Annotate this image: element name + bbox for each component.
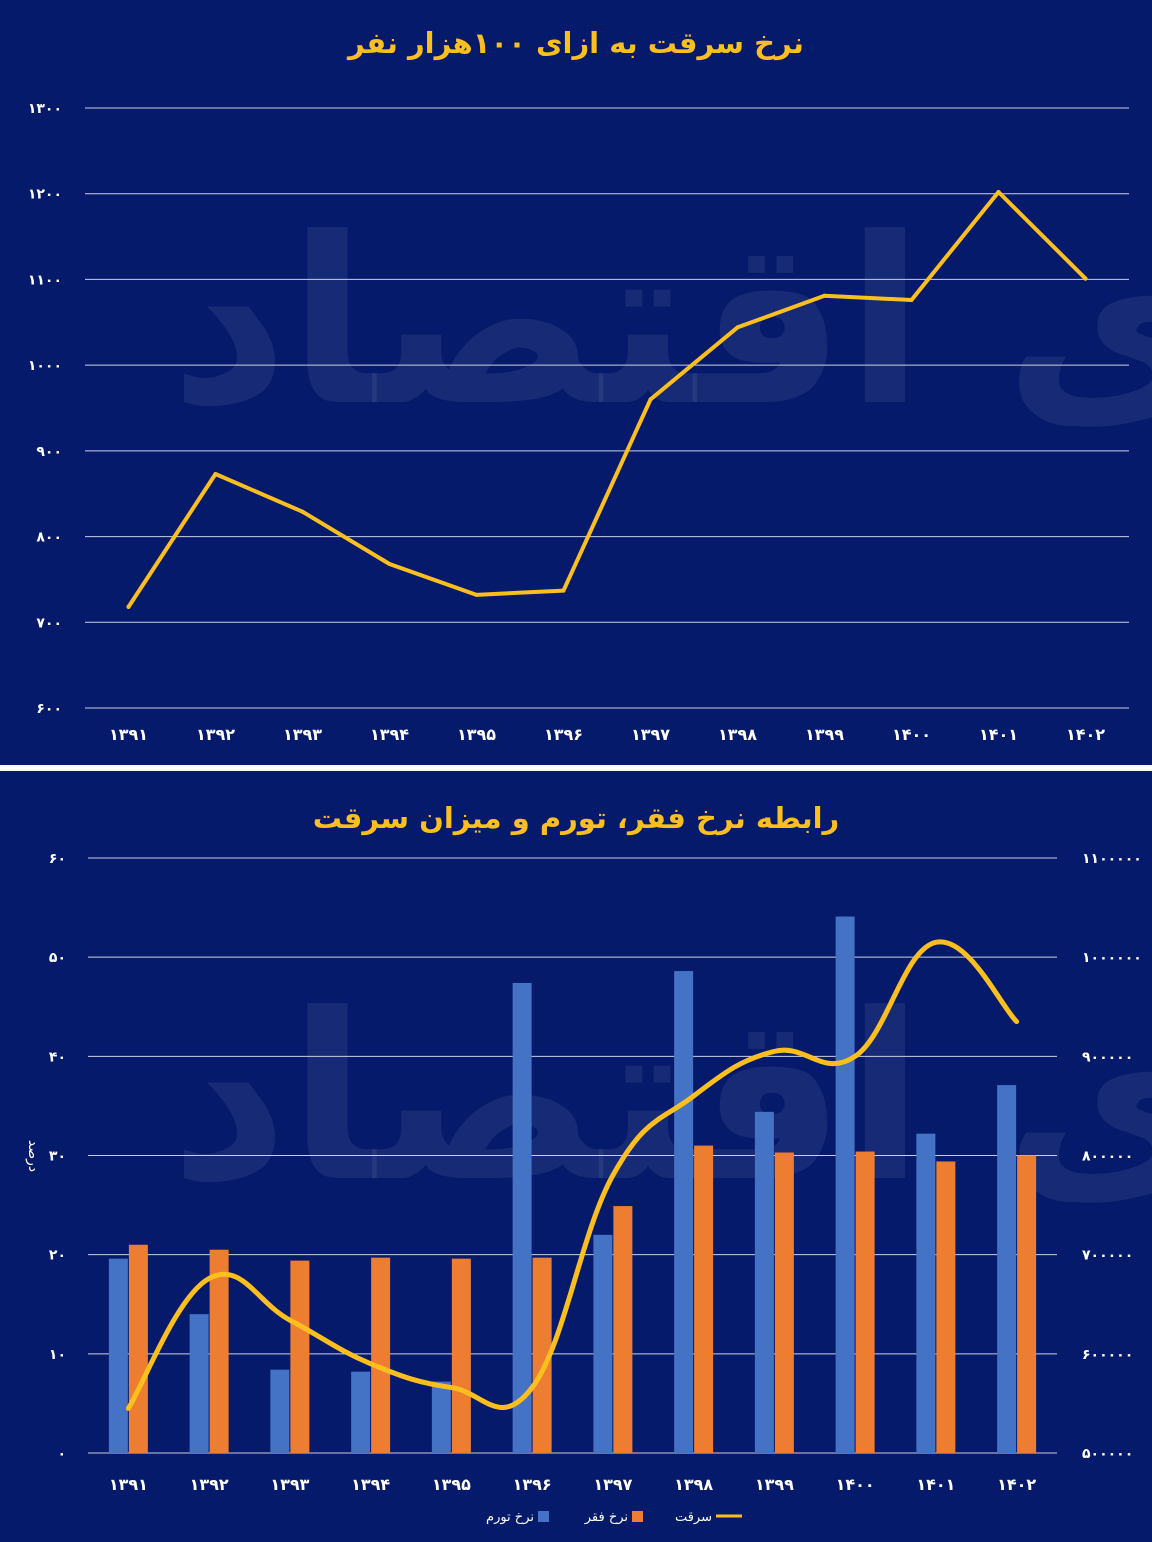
x-tick-label: ۱۳۹۳	[283, 725, 322, 744]
x-tick-label: ۱۳۹۲	[190, 1475, 229, 1494]
y-right-tick-label: ۵۰۰۰۰۰	[1082, 1446, 1133, 1462]
x-tick-label: ۱۴۰۲	[997, 1475, 1036, 1494]
theft-line	[125, 939, 1020, 1411]
theft-rate-chart-panel: دنیای اقتصاد نرخ سرقت به ازای ۱۰۰هزار نف…	[0, 0, 1152, 765]
x-tick-label: ۱۳۹۸	[674, 1475, 713, 1494]
bar-poverty	[451, 1258, 471, 1453]
x-tick-label: ۱۳۹۸	[718, 725, 757, 744]
x-tick-label: ۱۴۰۲	[1066, 725, 1105, 744]
bar-poverty	[290, 1260, 310, 1453]
bar-inflation	[108, 1258, 128, 1453]
x-tick-label: ۱۳۹۹	[755, 1475, 794, 1494]
poverty-inflation-theft-chart-panel: دنیای اقتصاد رابطه نرخ فقر، تورم و میزان…	[0, 771, 1152, 1542]
x-tick-label: ۱۴۰۱	[916, 1475, 955, 1494]
bar-inflation	[754, 1111, 774, 1453]
y-right-tick-label: ۶۰۰۰۰۰	[1082, 1347, 1133, 1363]
x-tick-label: ۱۳۹۹	[805, 725, 844, 744]
y-axis-label: درصد	[25, 1140, 41, 1172]
x-tick-label: ۱۳۹۵	[457, 725, 496, 744]
bar-poverty	[855, 1151, 875, 1453]
x-tick-label: ۱۴۰۰	[892, 725, 931, 744]
chart-1-title: نرخ سرقت به ازای ۱۰۰هزار نفر	[348, 26, 804, 60]
data-point	[300, 509, 305, 514]
x-tick-label: ۱۳۹۴	[370, 725, 409, 744]
x-tick-label: ۱۴۰۱	[979, 725, 1018, 744]
y-tick-label: ۷۰۰	[36, 615, 62, 631]
y-tick-label: ۹۰۰	[36, 444, 62, 460]
x-tick-label: ۱۳۹۷	[631, 725, 670, 744]
y-right-tick-label: ۷۰۰۰۰۰	[1082, 1248, 1133, 1264]
bar-poverty	[694, 1145, 714, 1453]
x-tick-label: ۱۴۰۰	[836, 1475, 875, 1494]
bar-inflation	[431, 1381, 451, 1453]
x-tick-label: ۱۳۹۶	[513, 1475, 552, 1494]
data-point	[996, 190, 1001, 194]
data-point	[822, 293, 827, 298]
bar-inflation	[835, 916, 855, 1453]
bar-inflation	[674, 971, 694, 1453]
line-chart-theft-rate: ۶۰۰ ۷۰۰ ۸۰۰ ۹۰۰ ۱۰۰۰ ۱۱۰۰ ۱۲۰۰ ۱۳۰۰ ۱۳۹۱ ۱۳۹۲ ۱۳۹۳…	[28, 101, 1129, 744]
bar-inflation	[270, 1369, 290, 1453]
y-left-tick-label: ۴۰	[49, 1049, 66, 1065]
y-left-tick-label: ۲۰	[49, 1248, 66, 1264]
bar-inflation	[997, 1085, 1017, 1453]
data-point	[648, 397, 653, 402]
x-tick-label: ۱۳۹۵	[432, 1475, 471, 1494]
legend-swatch-poverty	[632, 1511, 643, 1522]
legend-label-theft: سرقت	[675, 1510, 712, 1525]
y-left-tick-label: ۶۰	[49, 851, 66, 867]
x-tick-label: ۱۳۹۱	[109, 725, 148, 744]
x-tick-label: ۱۳۹۲	[196, 725, 235, 744]
y-tick-label: ۱۲۰۰	[28, 187, 62, 203]
legend-label-inflation: نرخ تورم	[486, 1510, 534, 1525]
bar-poverty	[371, 1257, 391, 1453]
chart-2-title: رابطه نرخ فقر، تورم و میزان سرقت	[312, 801, 840, 835]
bar-poverty	[774, 1152, 794, 1453]
data-point	[735, 325, 740, 330]
bar-inflation	[351, 1371, 371, 1453]
y-left-tick-label: ۱۰	[49, 1347, 66, 1363]
y-right-tick-label: ۹۰۰۰۰۰	[1082, 1049, 1133, 1065]
bar-poverty	[128, 1244, 148, 1453]
theft-rate-line	[126, 190, 1088, 609]
y-tick-label: ۱۳۰۰	[28, 101, 62, 117]
bar-inflation	[512, 982, 532, 1453]
bar-inflation	[189, 1314, 209, 1453]
bar-poverty	[1017, 1155, 1037, 1453]
bar-poverty	[613, 1206, 633, 1453]
y-tick-label: ۶۰۰	[36, 701, 62, 717]
x-tick-label: ۱۳۹۶	[544, 725, 583, 744]
bar-inflation	[916, 1133, 936, 1453]
bar-inflation	[593, 1234, 613, 1453]
x-tick-label: ۱۳۹۷	[593, 1475, 632, 1494]
y-left-tick-label: ۵۰	[49, 950, 66, 966]
y-tick-label: ۱۱۰۰	[28, 272, 62, 288]
legend-label-poverty: نرخ فقر	[584, 1510, 628, 1525]
bar-poverty	[936, 1161, 956, 1453]
data-point	[561, 588, 566, 593]
x-tick-label: ۱۳۹۴	[351, 1475, 390, 1494]
data-point	[474, 592, 479, 597]
data-point	[213, 472, 218, 476]
y-right-tick-label: ۱۰۰۰۰۰۰	[1082, 950, 1142, 966]
y-left-tick-label: ۳۰	[49, 1149, 66, 1165]
data-point	[126, 604, 131, 609]
x-tick-label: ۱۳۹۳	[270, 1475, 309, 1494]
y-right-tick-label: ۱۱۰۰۰۰۰	[1082, 851, 1142, 867]
y-right-tick-label: ۸۰۰۰۰۰	[1082, 1149, 1133, 1165]
data-point	[1083, 276, 1088, 281]
combo-chart-poverty-inflation-theft: ۰ ۱۰ ۲۰ ۳۰ ۴۰ ۵۰ ۶۰ ۵۰۰۰۰۰ ۶۰۰۰۰۰ ۷۰۰۰۰۰ ۸۰۰۰۰۰ ۹۰۰…	[25, 851, 1142, 1525]
legend-swatch-inflation	[538, 1511, 549, 1522]
y-tick-label: ۱۰۰۰	[28, 358, 62, 374]
data-point	[387, 562, 392, 566]
y-left-tick-label: ۰	[57, 1446, 66, 1462]
bar-poverty	[532, 1257, 552, 1453]
bar-poverty	[209, 1249, 229, 1453]
data-point	[909, 298, 914, 302]
x-tick-label: ۱۳۹۱	[109, 1475, 148, 1494]
y-tick-label: ۸۰۰	[36, 530, 62, 546]
